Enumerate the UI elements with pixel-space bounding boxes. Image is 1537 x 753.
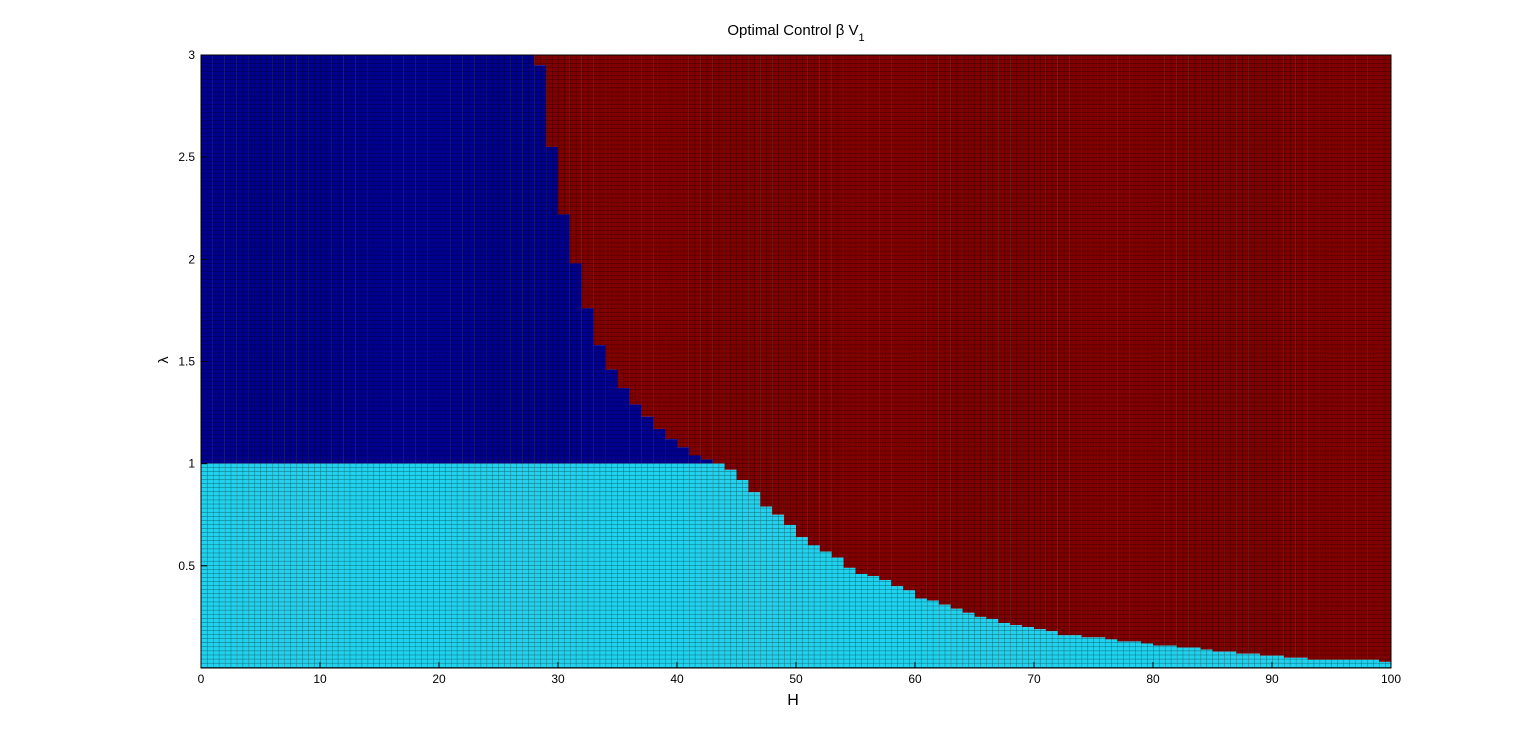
x-tick-label: 50 (789, 672, 803, 686)
y-tick-label: 3 (188, 48, 195, 62)
x-axis-label: H (787, 692, 799, 709)
y-tick-label: 1 (188, 457, 195, 471)
x-tick-label: 20 (432, 672, 446, 686)
title-sub: 1 (859, 32, 865, 44)
y-tick-label: 0.5 (178, 559, 195, 573)
x-tick-label: 0 (198, 672, 205, 686)
x-tick-label: 100 (1381, 672, 1401, 686)
y-tick-label: 2.5 (178, 150, 195, 164)
x-tick-label: 70 (1027, 672, 1041, 686)
title-main: Optimal Control β V (727, 22, 858, 39)
chart-title: Optimal Control β V1 (727, 22, 864, 44)
x-tick-label: 40 (670, 672, 684, 686)
cell-grid (201, 55, 1391, 668)
x-tick-label: 30 (551, 672, 565, 686)
x-tick-label: 60 (908, 672, 922, 686)
y-axis-label: λ (155, 357, 171, 364)
y-tick-label: 1.5 (178, 355, 195, 369)
x-tick-label: 90 (1265, 672, 1279, 686)
x-tick-label: 10 (313, 672, 327, 686)
y-tick-label: 2 (188, 252, 195, 266)
x-tick-label: 80 (1146, 672, 1160, 686)
